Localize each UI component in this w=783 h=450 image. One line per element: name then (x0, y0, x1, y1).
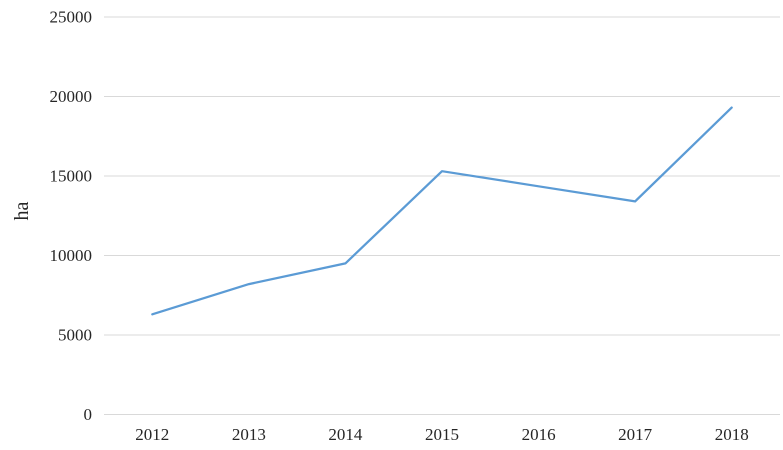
x-tick-label: 2018 (715, 425, 749, 444)
x-tick-label: 2014 (328, 425, 363, 444)
x-tick-label: 2017 (618, 425, 653, 444)
data-series-line (151, 106, 733, 316)
y-tick-label: 15000 (50, 167, 93, 186)
x-tick-label: 2015 (425, 425, 459, 444)
y-axis-title: ha (11, 201, 33, 220)
x-axis-tick-labels: 2012 2013 2014 2015 2016 2017 2018 (135, 425, 748, 444)
x-tick-label: 2013 (232, 425, 266, 444)
y-tick-label: 10000 (50, 246, 93, 265)
y-tick-label: 0 (84, 405, 93, 424)
y-axis-tick-labels: 0 5000 10000 15000 20000 25000 (50, 8, 93, 425)
y-tick-label: 20000 (50, 87, 93, 106)
y-gridlines (104, 16, 780, 415)
x-tick-label: 2016 (522, 425, 556, 444)
y-tick-label: 5000 (58, 326, 92, 345)
x-tick-label: 2012 (135, 425, 169, 444)
y-tick-label: 25000 (50, 8, 93, 27)
